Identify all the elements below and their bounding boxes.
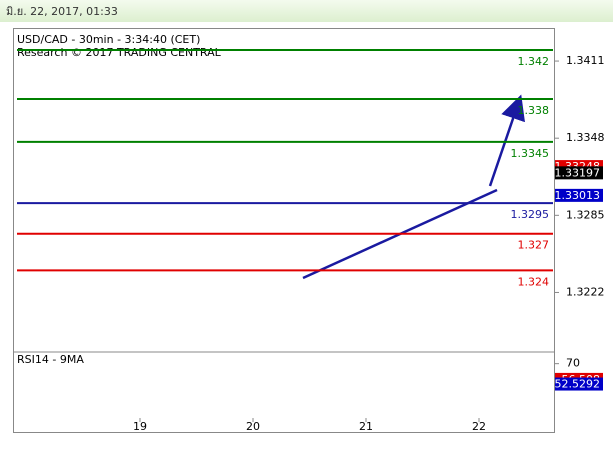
price-tag (555, 166, 603, 180)
level-label: 1.327 (518, 239, 550, 252)
level-label: 1.324 (518, 275, 550, 288)
level-label: 1.3345 (511, 147, 550, 160)
level-label: 1.3295 (511, 208, 550, 221)
price-tag-label: 52.5292 (555, 378, 601, 391)
level-label: 1.338 (518, 104, 550, 117)
trend-arrow (488, 94, 525, 187)
x-tick-label: 21 (359, 420, 373, 433)
price-tag-label: 1.33197 (555, 166, 601, 179)
level-label: 1.342 (518, 55, 550, 68)
y-tick-label: 1.3411 (566, 54, 605, 67)
price-tag (555, 377, 603, 391)
chart-title: USD/CAD - 30min - 3:34:40 (CET) (17, 33, 200, 46)
y-tick-label: 1.3285 (566, 208, 605, 221)
x-tick-label: 19 (133, 420, 147, 433)
x-tick-label: 20 (246, 420, 260, 433)
header-date: มิ.ย. 22, 2017, 01:33 (6, 5, 118, 18)
y-tick-label: 1.3348 (566, 131, 605, 144)
rsi-title: RSI14 - 9MA (17, 353, 84, 366)
x-tick-label: 22 (472, 420, 486, 433)
price-tag-label: 1.33013 (555, 189, 601, 202)
chart-frame (13, 28, 555, 433)
price-tag (555, 188, 603, 202)
header-bar (0, 0, 613, 22)
chart-subtitle: Research © 2017 TRADING CENTRAL (17, 46, 222, 59)
y-tick-label: 70 (566, 357, 580, 370)
y-tick-label: 1.3222 (566, 285, 605, 298)
